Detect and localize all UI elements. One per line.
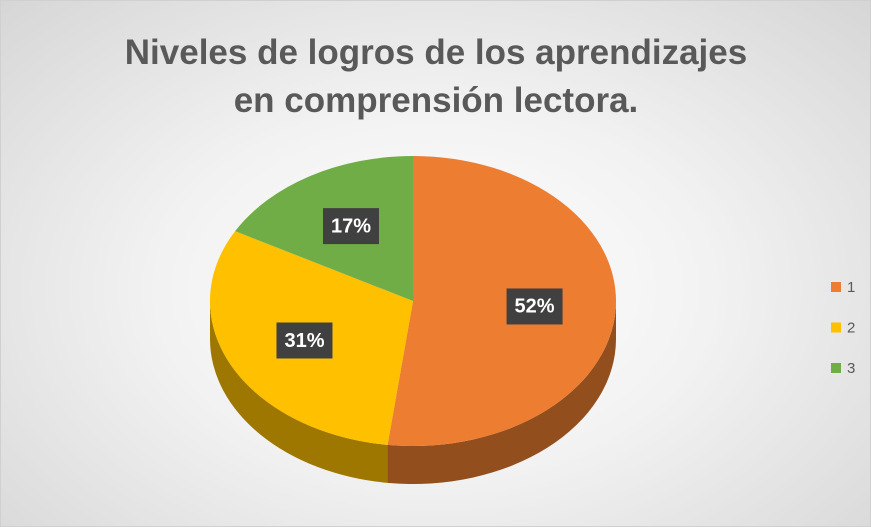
legend-label: 1 bbox=[847, 279, 855, 296]
legend-label: 3 bbox=[847, 360, 855, 377]
slice-side bbox=[210, 301, 388, 483]
data-label: 52% bbox=[515, 296, 555, 318]
slice bbox=[387, 156, 616, 446]
legend-swatch bbox=[831, 282, 841, 292]
data-label-box bbox=[506, 288, 563, 325]
chart-title: Niveles de logros de los aprendizajes en… bbox=[124, 33, 748, 120]
data-label-box bbox=[276, 322, 333, 359]
legend-swatch bbox=[831, 322, 841, 333]
legend-swatch bbox=[831, 363, 841, 373]
data-label-box bbox=[322, 208, 379, 245]
slice-side bbox=[387, 301, 616, 484]
data-label: 17% bbox=[331, 215, 371, 237]
data-label: 31% bbox=[284, 330, 324, 352]
legend-label: 2 bbox=[847, 319, 855, 336]
